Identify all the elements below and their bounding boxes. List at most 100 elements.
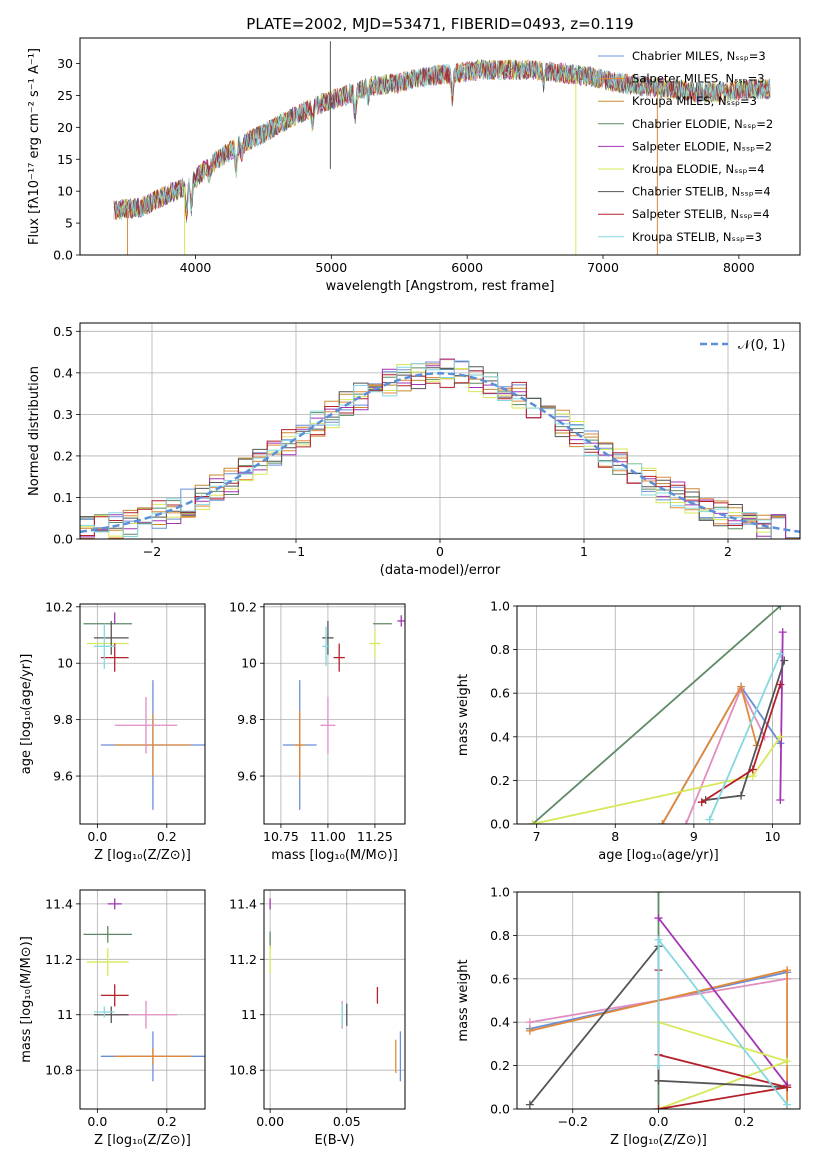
weight-marker xyxy=(776,796,785,805)
y-tick-label: 0.2 xyxy=(490,1058,510,1073)
y-tick-label: 10.2 xyxy=(229,599,257,614)
y-tick-label: 9.8 xyxy=(53,712,73,727)
x-tick-label: 0 xyxy=(436,544,444,559)
x-tick-label: 8 xyxy=(611,829,619,844)
y-tick-label: 15 xyxy=(57,152,73,167)
legend-label: Salpeter MILES, Nₛₛₚ=3 xyxy=(632,72,765,86)
x-tick-label: 6000 xyxy=(451,260,483,275)
axes-frame xyxy=(263,889,406,1110)
weight-marker xyxy=(654,914,663,923)
x-tick-label: 0.05 xyxy=(333,1114,361,1129)
weight-marker xyxy=(783,1083,792,1092)
weight-marker xyxy=(654,892,663,896)
weight-marker xyxy=(654,935,663,944)
axes-frame xyxy=(79,37,801,256)
data-point xyxy=(320,697,336,754)
plot-area xyxy=(282,615,405,810)
x-tick-label: −0.2 xyxy=(558,1114,588,1129)
x-axis-label: mass [log₁₀(M/M⊙)] xyxy=(271,848,398,863)
plot-area xyxy=(528,606,789,824)
mass_vs_Z-panel: 0.0 0.2 10.8 11 11.2 11.4 Z [log₁₀(Z/Z⊙)] mass … xyxy=(19,889,206,1148)
y-tick-label: 0.1 xyxy=(53,490,73,505)
weight-marker xyxy=(697,798,706,807)
weight-marker xyxy=(654,1105,663,1109)
x-tick-label: 9 xyxy=(690,829,698,844)
y-axis-label: Flux [fλ10⁻¹⁷ erg cm⁻² s⁻¹ A⁻¹] xyxy=(27,48,42,245)
weight-marker xyxy=(783,966,792,975)
y-tick-label: 0.8 xyxy=(490,642,510,657)
y-tick-label: 9.6 xyxy=(53,769,73,784)
data-point xyxy=(114,1048,192,1065)
y-axis-label: mass [log₁₀(M/M⊙)] xyxy=(19,936,34,1063)
weight_vs_age-panel: 7 8 9 10 0.0 0.2 0.4 0.6 0.8 1.0 age [log₁₀(age/yr… xyxy=(456,599,801,863)
x-axis-label: (data-model)/error xyxy=(380,563,501,578)
legend-label: Chabrier ELODIE, Nₛₛₚ=2 xyxy=(632,117,773,131)
weight-marker xyxy=(780,656,789,665)
weight-marker xyxy=(654,1061,663,1070)
legend-label: Chabrier MILES, Nₛₛₚ=3 xyxy=(632,49,766,63)
legend-label: 𝒩(0, 1) xyxy=(738,338,785,353)
weight-marker xyxy=(705,815,714,824)
legend-label: Salpeter ELODIE, Nₛₛₚ=2 xyxy=(632,139,772,153)
weight-marker xyxy=(682,820,691,824)
data-point xyxy=(322,620,334,655)
y-tick-label: 25 xyxy=(57,88,73,103)
y-tick-label: 11.2 xyxy=(45,952,73,967)
x-tick-label: 0.0 xyxy=(87,829,107,844)
data-point xyxy=(93,1006,115,1018)
y-axis-label: age [log₁₀(age/yr)] xyxy=(19,654,34,775)
x-tick-label: 11.00 xyxy=(310,829,346,844)
x-tick-label: 2 xyxy=(724,544,732,559)
x-tick-label: 7 xyxy=(533,829,541,844)
y-tick-label: 11.2 xyxy=(229,952,257,967)
data-point xyxy=(114,697,178,754)
weight-marker xyxy=(654,1076,663,1085)
y-tick-label: 20 xyxy=(57,120,73,135)
data-point xyxy=(107,898,122,910)
y-tick-label: 11.4 xyxy=(229,896,257,911)
y-tick-label: 0.5 xyxy=(53,324,73,339)
x-axis-label: wavelength [Angstrom, rest frame] xyxy=(326,279,555,294)
weight-line xyxy=(657,917,788,1086)
axes-frame xyxy=(79,322,801,540)
y-tick-label: 0.0 xyxy=(490,817,510,832)
data-point xyxy=(100,643,129,672)
panels: 4000 5000 6000 7000 80000.051015202530wavele… xyxy=(19,37,801,1148)
data-point xyxy=(397,615,405,627)
data-point xyxy=(322,626,330,667)
data-point xyxy=(333,643,345,672)
axes-frame xyxy=(79,603,206,825)
weight-marker xyxy=(658,820,667,824)
x-axis-label: Z [log₁₀(Z/Z⊙)] xyxy=(94,1133,191,1148)
y-tick-label: 0.2 xyxy=(490,773,510,788)
x-tick-label: −2 xyxy=(143,544,161,559)
y-tick-label: 0.3 xyxy=(53,407,73,422)
plot-area xyxy=(113,41,771,255)
y-axis-label: mass weight xyxy=(456,674,471,756)
y-tick-label: 1.0 xyxy=(490,885,510,900)
axes-frame xyxy=(263,603,406,825)
x-tick-label: 10.75 xyxy=(263,829,299,844)
y-tick-label: 10 xyxy=(57,656,73,671)
y-tick-label: 30 xyxy=(57,56,73,71)
y-tick-label: 0.4 xyxy=(490,729,510,744)
data-point xyxy=(100,984,129,1007)
weight-marker xyxy=(528,820,537,824)
x-tick-label: 10 xyxy=(765,829,781,844)
legend-label: Kroupa ELODIE, Nₛₛₚ=4 xyxy=(632,162,765,176)
figure-title: PLATE=2002, MJD=53471, FIBERID=0493, z=0… xyxy=(246,15,633,33)
plot-area xyxy=(83,612,205,810)
weight-marker xyxy=(776,680,785,689)
plot-area xyxy=(83,898,205,1082)
weight-marker xyxy=(776,649,785,658)
y-tick-label: 0.6 xyxy=(490,971,510,986)
normal-curve xyxy=(80,372,800,533)
weight-marker xyxy=(748,765,757,774)
legend-label: Kroupa STELIB, Nₛₛₚ=3 xyxy=(632,230,762,244)
age_vs_Z-panel: 0.0 0.2 9.6 9.8 10 10.2 Z [log₁₀(Z/Z⊙)] age [lo… xyxy=(19,599,206,863)
x-axis-label: age [log₁₀(age/yr)] xyxy=(598,848,719,863)
legend-label: Kroupa MILES, Nₛₛₚ=3 xyxy=(632,94,757,108)
weight-marker xyxy=(776,732,785,741)
y-tick-label: 9.8 xyxy=(237,712,257,727)
